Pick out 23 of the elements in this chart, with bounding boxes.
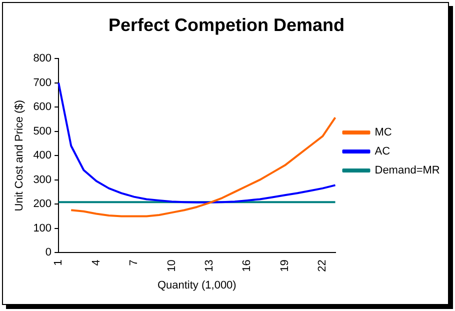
- chart-title: Perfect Competion Demand: [108, 14, 345, 35]
- x-tick-label: 19: [278, 260, 291, 272]
- y-tick-label: 0: [45, 246, 52, 259]
- legend-label: MC: [374, 126, 392, 139]
- x-tick-label: 13: [204, 260, 216, 272]
- x-tick-label: 10: [166, 260, 178, 272]
- y-tick-label: 400: [33, 150, 52, 162]
- y-tick-label: 500: [33, 125, 52, 138]
- x-tick-label: 4: [90, 260, 102, 266]
- y-tick-label: 100: [33, 222, 52, 234]
- x-tick-label: 16: [241, 260, 254, 272]
- legend-label: AC: [374, 146, 390, 158]
- y-tick-label: 800: [33, 52, 52, 65]
- x-tick-label: 1: [52, 260, 65, 266]
- y-tick-label: 600: [33, 101, 52, 114]
- y-axis-title: Unit Cost and Price ($): [14, 100, 26, 212]
- x-tick-label: 7: [128, 260, 140, 266]
- y-tick-label: 700: [33, 76, 52, 89]
- y-tick-label: 200: [33, 198, 52, 210]
- x-axis-title: Quantity (1,000): [157, 279, 236, 292]
- x-tick-label: 22: [316, 260, 329, 272]
- legend-label: Demand=MR: [374, 164, 440, 177]
- y-tick-label: 300: [33, 174, 52, 186]
